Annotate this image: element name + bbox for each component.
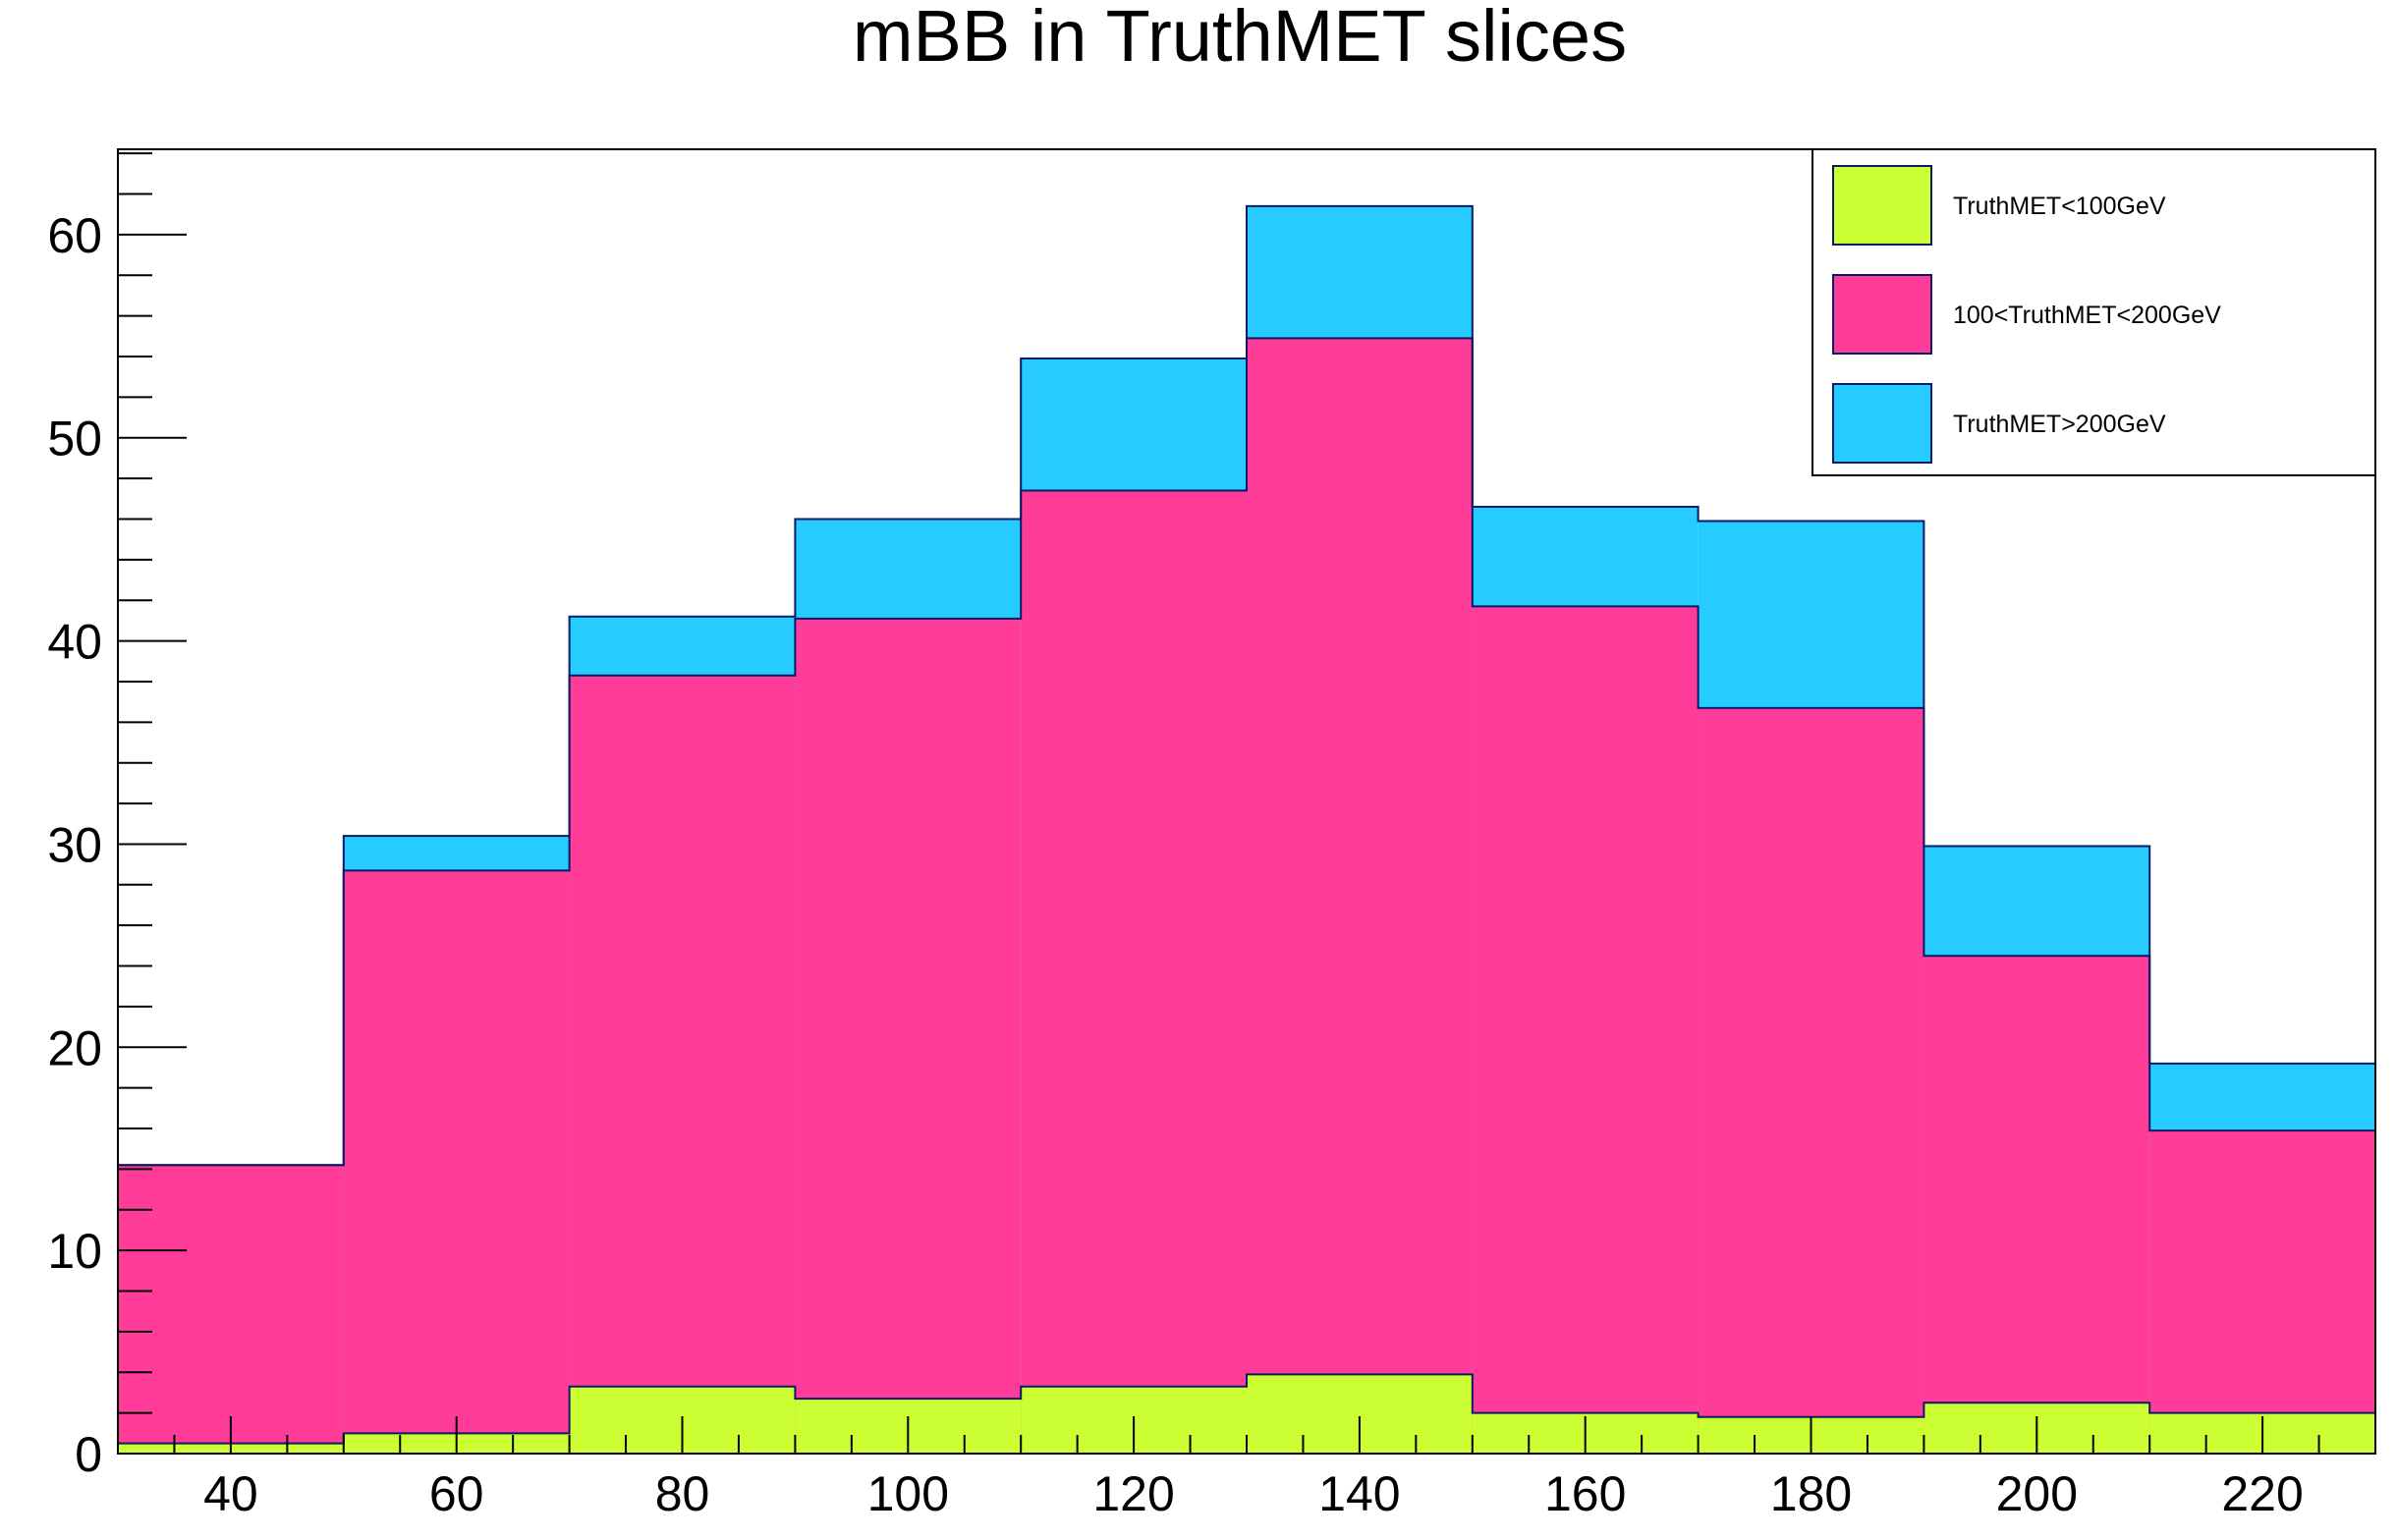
x-tick-label: 180 xyxy=(1770,1466,1852,1521)
legend: TruthMET<100GeV 100<TruthMET<200GeV TruthM… xyxy=(1812,148,2376,476)
bar-100<TruthMET<200GeV-bin-4 xyxy=(1021,490,1247,1454)
x-tick-label: 140 xyxy=(1318,1466,1400,1521)
bar-100<TruthMET<200GeV-bin-8 xyxy=(1923,956,2150,1454)
legend-label: 100<TruthMET<200GeV xyxy=(1953,302,2221,329)
bar-100<TruthMET<200GeV-bin-9 xyxy=(2149,1130,2375,1454)
chart-title: mBB in TruthMET slices xyxy=(853,0,1627,77)
legend-label: TruthMET>200GeV xyxy=(1953,411,2166,438)
y-tick-label: 60 xyxy=(47,208,102,263)
y-tick-label: 50 xyxy=(47,412,102,467)
x-tick-label: 80 xyxy=(655,1466,710,1521)
x-tick-label: 200 xyxy=(1996,1466,2078,1521)
axis-layer: 40 60 80 100 120 140 160 180 200 220 0 10 20 30 40 50 60 xyxy=(47,152,2376,1521)
bar-100<TruthMET<200GeV-bin-1 xyxy=(343,870,570,1454)
x-tick-label: 60 xyxy=(429,1466,484,1521)
y-tick-label: 10 xyxy=(47,1224,102,1279)
legend-label: TruthMET<100GeV xyxy=(1953,192,2166,220)
legend-swatch-TruthMET<100GeV xyxy=(1832,165,1932,246)
bar-100<TruthMET<200GeV-bin-0 xyxy=(118,1165,344,1454)
y-tick-label: 40 xyxy=(47,615,102,670)
y-tick-label: 0 xyxy=(75,1427,102,1482)
outline-TruthMET>200GeV xyxy=(117,204,2376,1454)
bar-100<TruthMET<200GeV-bin-7 xyxy=(1698,707,1924,1454)
bar-100<TruthMET<200GeV-bin-2 xyxy=(569,675,796,1454)
x-tick-label: 40 xyxy=(203,1466,258,1521)
y-tick-label: 30 xyxy=(47,817,102,872)
x-tick-label: 160 xyxy=(1544,1466,1626,1521)
legend-swatch-TruthMET>200GeV xyxy=(1832,383,1932,464)
bar-100<TruthMET<200GeV-bin-5 xyxy=(1247,338,1473,1455)
bar-100<TruthMET<200GeV-bin-6 xyxy=(1472,606,1699,1454)
legend-swatch-100<TruthMET<200GeV xyxy=(1832,274,1932,355)
x-tick-label: 100 xyxy=(867,1466,949,1521)
bar-100<TruthMET<200GeV-bin-3 xyxy=(795,618,1022,1454)
outline-100<TruthMET<200GeV xyxy=(117,337,2376,1454)
x-tick-label: 220 xyxy=(2221,1466,2303,1521)
bars-layer xyxy=(118,205,2375,1455)
y-tick-label: 20 xyxy=(47,1020,102,1075)
x-tick-label: 120 xyxy=(1092,1466,1174,1521)
